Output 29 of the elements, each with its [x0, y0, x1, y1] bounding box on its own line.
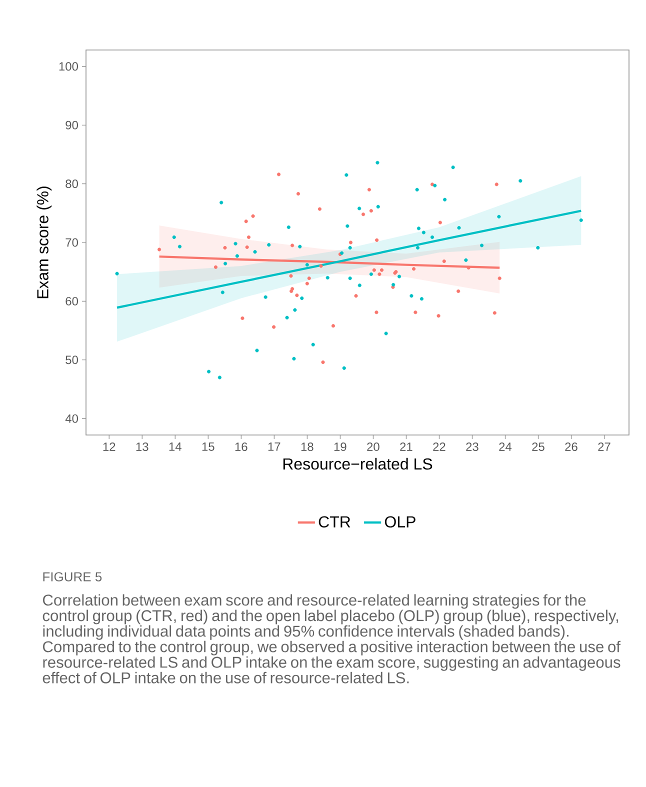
x-tick-label: 14 — [169, 442, 182, 451]
x-tick-label: 24 — [499, 442, 512, 451]
x-tick-label: 27 — [598, 442, 610, 451]
x-tick-label: 23 — [466, 442, 478, 452]
y-tick-label: 100 — [59, 62, 78, 71]
x-tick-label: 17 — [268, 442, 280, 451]
y-tick-label: 60 — [66, 296, 78, 306]
legend-label: CTR — [318, 516, 350, 528]
x-tick-label: 26 — [565, 442, 578, 452]
y-tick-label: 50 — [66, 356, 78, 364]
y-tick-label: 40 — [65, 414, 78, 423]
x-axis-title: Resource−related LS — [283, 458, 432, 470]
caption: FIGURE 5 — [43, 572, 102, 582]
x-tick-label: 18 — [301, 442, 314, 452]
legend-label: OLP — [384, 516, 416, 528]
x-tick-label: 16 — [235, 442, 248, 452]
text: Correlation between exam score and resource-related learning strategies for the control group (CTR, red) and the open label placebo (OLP) group (blue), respectively, including individual data points and 95% confidence intervals (shaded bands). Compared to the control group, we observed a positive interaction between the use of resource-related LS and OLP intake on the exam score, suggesting an advantageous effect of OLP intake on the use of resource-related LS. — [42, 594, 621, 684]
y-axis-title: Exam score (%) — [36, 186, 52, 298]
y-tick-label: 80 — [66, 180, 78, 188]
x-tick-label: 20 — [367, 442, 380, 452]
x-tick-label: 21 — [400, 442, 412, 451]
x-tick-label: 12 — [103, 442, 116, 451]
y-tick-label: 70 — [66, 238, 78, 247]
x-tick-label: 25 — [532, 442, 544, 452]
x-tick-label: 19 — [334, 442, 346, 452]
y-tick-label: 90 — [66, 120, 78, 130]
x-tick-label: 13 — [136, 442, 148, 452]
x-tick-label: 22 — [433, 442, 446, 451]
x-tick-label: 15 — [202, 442, 214, 451]
